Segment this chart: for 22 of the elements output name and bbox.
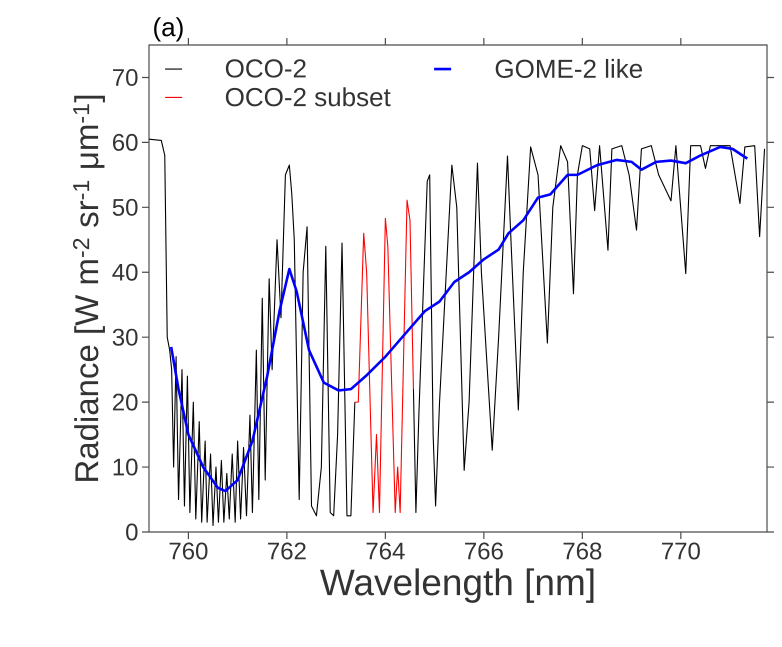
legend-label: GOME-2 like <box>496 58 642 78</box>
y-tick-label: 0 <box>126 523 138 540</box>
x-tick-label: 770 <box>662 542 700 560</box>
chart-title: (a) <box>154 17 183 42</box>
y-tick-label: 10 <box>114 458 138 476</box>
legend-label: OCO-2 <box>226 59 306 78</box>
y-tick-label: 30 <box>112 328 138 346</box>
y-tick-label: 20 <box>112 394 138 411</box>
y-tick-label: 70 <box>113 68 138 86</box>
legend-label: OCO-2 subset <box>226 87 391 106</box>
y-axis-title: Radiance [W m$^{-2}$ sr$^{-1}$ μm$^{-1}$] <box>72 96 105 481</box>
line-series <box>354 200 414 514</box>
x-tick-label: 760 <box>170 542 208 560</box>
x-tick-label: 768 <box>564 542 602 560</box>
y-tick-label: 50 <box>112 198 138 216</box>
x-axis-title: Wavelength [nm] <box>320 568 594 603</box>
x-tick-label: 766 <box>465 542 503 560</box>
x-tick-label: 762 <box>268 542 306 560</box>
x-tick-label: 764 <box>366 542 405 560</box>
y-tick-label: 60 <box>113 134 138 151</box>
y-tick-label: 40 <box>112 264 138 281</box>
line-series <box>170 146 749 492</box>
